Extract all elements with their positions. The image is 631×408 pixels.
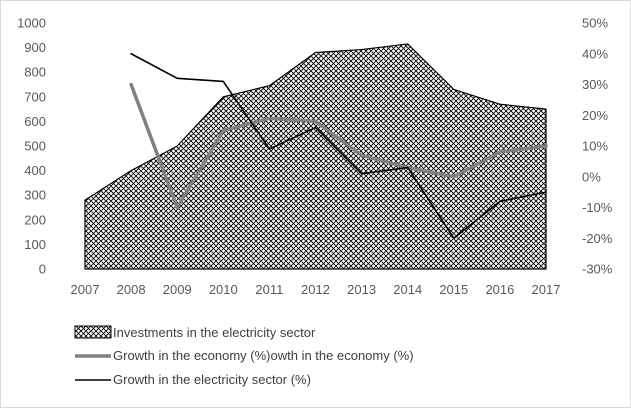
y-right-tick-label: -10% [582, 200, 613, 215]
line-series-economy [129, 82, 548, 210]
legend-item-electricity: Growth in the electricity sector (%) [75, 372, 311, 387]
y-right-tick-label: 20% [582, 108, 608, 123]
y-left-tick-label: 400 [24, 163, 46, 178]
plot-area [84, 43, 548, 270]
y-right-tick-label: -20% [582, 231, 613, 246]
x-tick-label: 2007 [71, 282, 100, 297]
y-left-tick-label: 700 [24, 89, 46, 104]
x-tick-label: 2011 [255, 282, 283, 297]
y-axis-right: -30% -20% -10% 0% 10% 20% 30% 40% 50% [582, 16, 613, 277]
legend-label-economy: Growth in the economy (%)owth in the eco… [113, 348, 414, 363]
y-left-tick-label: 200 [24, 212, 46, 227]
y-right-tick-label: 30% [582, 77, 608, 92]
y-left-tick-label: 300 [24, 188, 46, 203]
y-right-tick-label: 40% [582, 46, 608, 61]
y-right-tick-label: -30% [582, 262, 613, 277]
legend-item-investments: Investments in the electricity sector [74, 325, 316, 340]
y-left-tick-label: 900 [24, 40, 46, 55]
x-tick-label: 2014 [393, 282, 422, 297]
x-tick-label: 2008 [117, 282, 146, 297]
y-left-tick-label: 800 [24, 65, 46, 80]
y-left-tick-label: 600 [24, 114, 46, 129]
y-right-tick-label: 10% [582, 139, 608, 154]
y-left-tick-label: 100 [24, 237, 46, 252]
line-series-electricity [130, 52, 547, 240]
x-tick-label: 2012 [301, 282, 330, 297]
legend: Investments in the electricity sector Gr… [74, 325, 414, 387]
y-left-tick-label: 500 [24, 139, 46, 154]
y-left-tick-label: 1000 [17, 16, 46, 31]
y-left-tick-label: 0 [39, 262, 46, 277]
x-tick-label: 2016 [485, 282, 514, 297]
y-right-tick-label: 0% [582, 169, 601, 184]
x-tick-label: 2013 [347, 282, 376, 297]
legend-item-economy: Growth in the economy (%)owth in the eco… [75, 348, 414, 363]
legend-swatch-investments [74, 325, 112, 339]
x-tick-label: 2009 [163, 282, 192, 297]
y-right-tick-label: 50% [582, 16, 608, 31]
legend-label-investments: Investments in the electricity sector [113, 325, 316, 340]
legend-label-electricity: Growth in the electricity sector (%) [113, 372, 311, 387]
area-series-investments [84, 43, 547, 270]
x-tick-label: 2010 [209, 282, 238, 297]
x-tick-label: 2017 [532, 282, 561, 297]
x-axis: 2007 2008 2009 2010 2011 2012 2013 2014 2015 2016… [71, 282, 561, 297]
x-tick-label: 2015 [439, 282, 468, 297]
y-axis-left: 0 100 200 300 400 500 600 700 800 900 1000 [17, 16, 46, 277]
